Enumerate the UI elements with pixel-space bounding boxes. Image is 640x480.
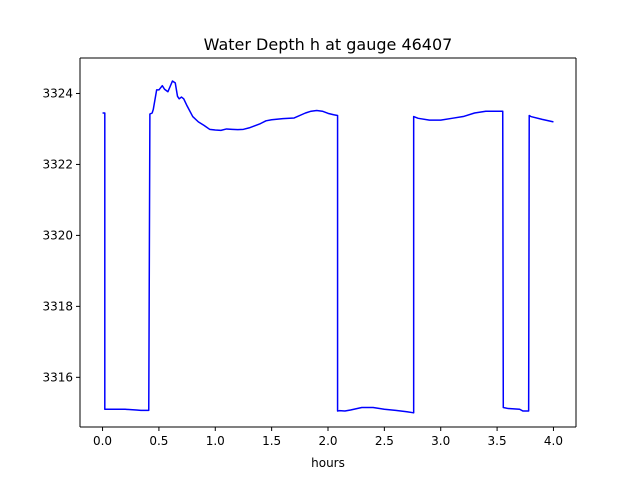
x-tick-label: 1.0 [206, 434, 225, 448]
x-tick-label: 2.5 [375, 434, 394, 448]
y-tick-label: 3322 [42, 157, 73, 171]
x-tick-label: 3.5 [488, 434, 507, 448]
y-tick-label: 3320 [42, 228, 73, 242]
x-tick-label: 0.5 [149, 434, 168, 448]
y-tick-label: 3318 [42, 299, 73, 313]
plot-area: 0.0 0.5 1.0 1.5 2.0 2.5 3.0 3.5 4.0 3316 3318 3320 3… [42, 57, 577, 448]
x-axis-label: hours [311, 456, 345, 470]
chart-title: Water Depth h at gauge 46407 [204, 35, 453, 54]
x-tick-label: 1.5 [262, 434, 281, 448]
x-tick-label: 3.0 [431, 434, 450, 448]
x-tick-label: 4.0 [544, 434, 563, 448]
y-tick-label: 3316 [42, 370, 73, 384]
x-tick-label: 0.0 [93, 434, 112, 448]
y-tick-label: 3324 [42, 86, 73, 100]
series-line [102, 80, 554, 414]
x-tick-label: 2.0 [318, 434, 337, 448]
